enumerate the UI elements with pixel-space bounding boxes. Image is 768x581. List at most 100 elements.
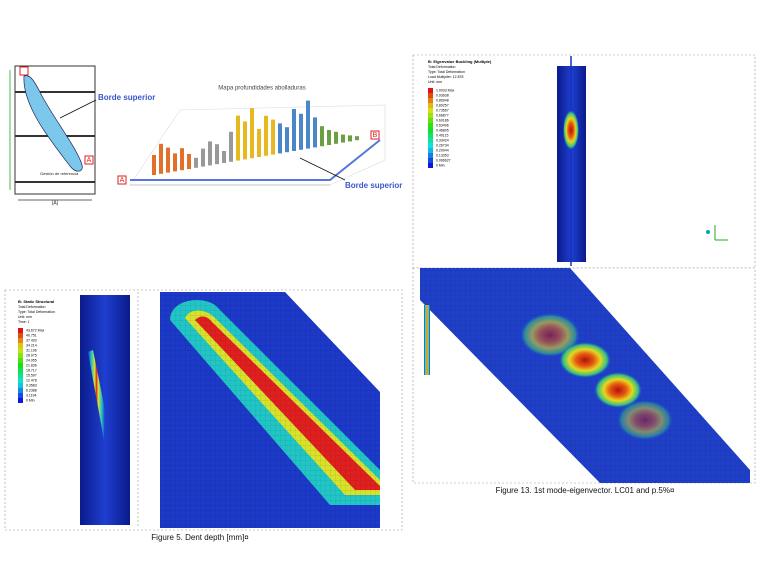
legend-label: 9.3583	[26, 383, 37, 387]
legend-swatch	[428, 128, 433, 133]
legend-label: 15.597	[26, 373, 37, 377]
legend-label: 12.478	[26, 378, 37, 382]
legend-label: 0.33424	[436, 138, 449, 142]
caption: Figure 5. Dent depth [mm]¤	[151, 533, 249, 542]
bar-image	[299, 113, 303, 150]
legend-label: 0.86948	[436, 98, 449, 102]
legend-swatch	[428, 98, 433, 103]
legend-header: Total Deformation	[18, 305, 45, 309]
legend-label: 40.751	[26, 333, 37, 337]
bar-image	[222, 151, 226, 163]
legend-swatch	[18, 373, 23, 378]
legend-swatch	[428, 163, 433, 168]
legend-swatch	[18, 368, 23, 373]
bar-image	[236, 115, 240, 161]
legend-swatch	[428, 93, 433, 98]
legend-label: 0.73567	[436, 108, 449, 112]
bar-image	[264, 115, 268, 156]
bar-image	[278, 123, 282, 154]
marker: B	[373, 132, 378, 139]
legend-swatch	[18, 338, 23, 343]
bar-image	[250, 108, 254, 159]
legend-label: 37.433	[26, 338, 37, 342]
legend-swatch	[428, 148, 433, 153]
legend-swatch	[18, 378, 23, 383]
legend-label: 43.672 Max	[26, 328, 45, 332]
marker: A	[87, 157, 92, 164]
legend-header: Unit: mm	[18, 315, 32, 319]
legend-label: 0.26734	[436, 143, 449, 147]
legend-label: 0.066627	[436, 158, 451, 162]
legend-label: 34.214	[26, 343, 37, 347]
legend-swatch	[18, 358, 23, 363]
legend-swatch	[18, 328, 23, 333]
legend-label: 21.836	[26, 363, 37, 367]
chart-title: Mapa profundidades abolladuras	[218, 86, 305, 92]
legend-label: 0.46805	[436, 128, 449, 132]
bar-image	[194, 157, 198, 168]
bar-image	[159, 143, 163, 174]
legend-label: 0.66877	[436, 113, 449, 117]
bar-image	[348, 135, 352, 142]
legend-swatch	[428, 113, 433, 118]
bar-image	[173, 153, 177, 172]
legend-header: Type: Total Deformation	[428, 70, 465, 74]
bar-image	[334, 131, 338, 144]
legend-swatch	[428, 133, 433, 138]
bar-image	[327, 130, 331, 145]
legend-label: 0.60186	[436, 118, 449, 122]
bar-image	[313, 117, 317, 148]
legend-header: Total Deformation	[428, 65, 455, 69]
eigen-zoom: Figure 13. 1st mode-eigenvector. LC01 an…	[412, 267, 756, 495]
legend-swatch	[428, 103, 433, 108]
label: (A)	[52, 200, 59, 206]
bar-image	[285, 127, 289, 153]
legend-swatch	[18, 398, 23, 403]
bar-image	[257, 129, 261, 157]
legend-swatch	[428, 88, 433, 93]
bar-image	[187, 154, 191, 169]
legend-label: 24.955	[26, 358, 37, 362]
legend-label: 0.40115	[436, 133, 448, 137]
bar-image	[306, 100, 310, 149]
legend-label: 6.2388	[26, 388, 37, 392]
bar-image	[208, 141, 212, 166]
legend-header: Load Multiplier: 12.878	[428, 75, 463, 79]
bar-image	[215, 144, 219, 165]
caption: Figure 13. 1st mode-eigenvector. LC01 an…	[496, 486, 675, 495]
legend-label: 28.075	[26, 353, 37, 357]
legend-label: 31.196	[26, 348, 37, 352]
legend-swatch	[428, 158, 433, 163]
callout: Borde superior	[98, 93, 155, 102]
legend-swatch	[428, 118, 433, 123]
legend-header: Type: Total Deformation	[18, 310, 55, 314]
legend-label: 0.53496	[436, 123, 449, 127]
legend-swatch	[18, 383, 23, 388]
legend-swatch	[18, 348, 23, 353]
schematic: A Gestión de referencia (A) Borde superi…	[9, 65, 155, 206]
label: Gestión de referencia	[40, 171, 79, 176]
legend-swatch	[428, 108, 433, 113]
legend-header: Unit: mm	[428, 80, 442, 84]
legend-header: B: Static Structural	[18, 299, 54, 304]
bar-image	[320, 126, 324, 147]
legend-swatch	[428, 143, 433, 148]
legend-swatch	[18, 363, 23, 368]
legend-label: 0 Min	[26, 398, 35, 402]
bar-image	[201, 148, 205, 167]
bar-image	[292, 109, 296, 151]
eigen-figure: B: Eigenvalue Buckling (Multiple)Total D…	[412, 54, 756, 269]
bar-image	[152, 155, 156, 175]
legend-swatch	[18, 393, 23, 398]
legend-label: 0.20044	[436, 148, 449, 152]
legend-swatch	[18, 333, 23, 338]
callout: Borde superior	[345, 181, 402, 190]
legend-header: B: Eigenvalue Buckling (Multiple)	[428, 59, 492, 64]
bar-chart-image: Mapa profundidades abolladuras A B Borde…	[117, 86, 402, 190]
bar-image	[271, 119, 275, 155]
legend-swatch	[18, 388, 23, 393]
legend-label: 0.80257	[436, 103, 449, 107]
